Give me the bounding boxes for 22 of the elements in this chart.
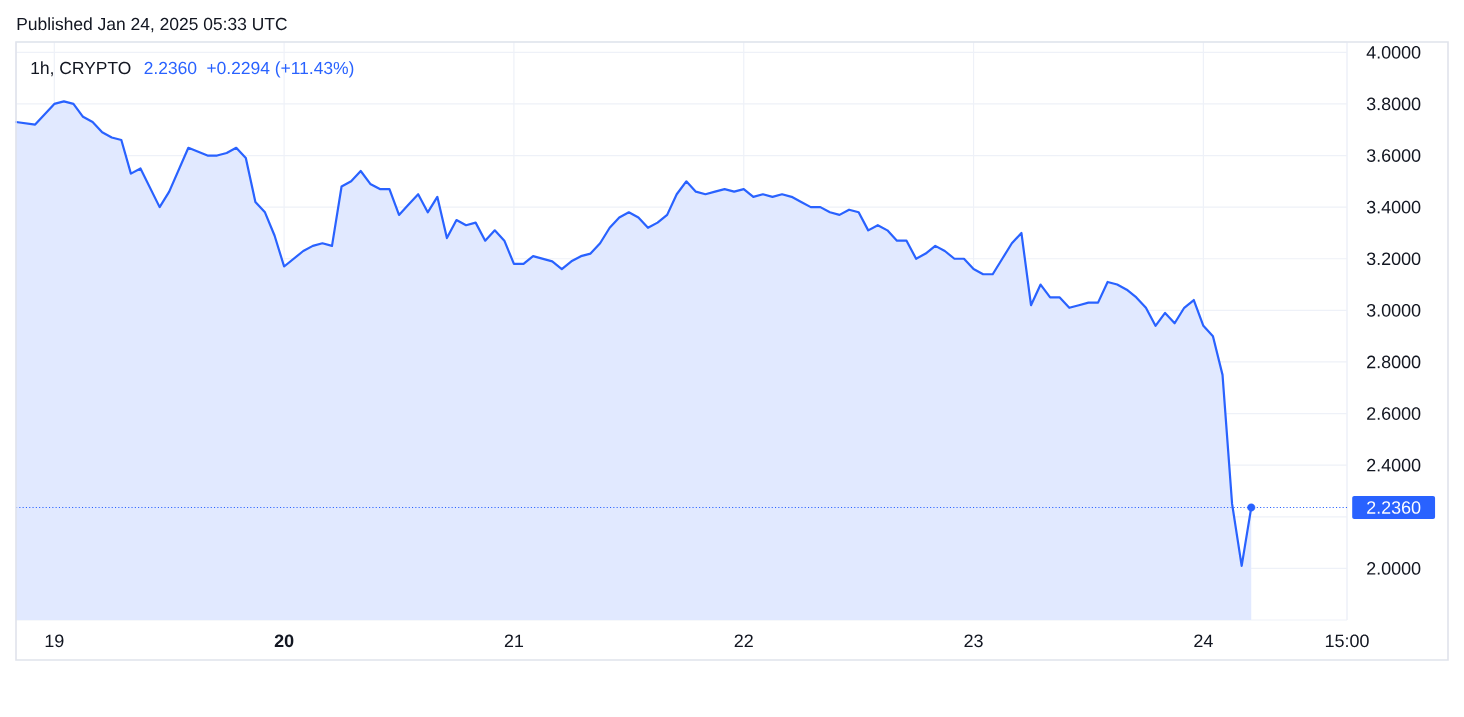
y-tick-label: 2.0000 [1367, 562, 1421, 575]
y-tick-label: 2.8000 [1367, 355, 1421, 369]
y-tick-label: 4.0000 [1366, 45, 1421, 59]
y-tick-label: 3.2000 [1366, 252, 1421, 266]
y-tick-label: 2.6000 [1367, 407, 1421, 420]
x-tick-label: 24 [1194, 634, 1213, 647]
x-tick-label: 22 [734, 634, 753, 647]
y-tick-label: 3.4000 [1366, 200, 1421, 214]
annotation: 2.2360 [144, 61, 197, 75]
y-tick-label: 3.8000 [1366, 97, 1421, 111]
x-tick-label: 23 [964, 634, 983, 648]
y-tick-label: 2.4000 [1367, 458, 1421, 472]
x-tick-label: 19 [45, 634, 64, 648]
y-tick-label: 3.0000 [1366, 304, 1421, 317]
x-tick-label: 21 [504, 634, 524, 647]
text: Published Jan 24, 2025 05:33 UTC [17, 17, 287, 33]
x-tick-label: 20 [274, 634, 294, 648]
x-tick-label: 15:00 [1325, 634, 1369, 648]
ref-line-label: 2.2360 [1367, 501, 1421, 514]
y-tick-label: 3.6000 [1366, 149, 1421, 162]
annotation: +0.2294 (+11.43%) [207, 61, 354, 78]
text: 1h, CRYPTO [31, 61, 131, 77]
